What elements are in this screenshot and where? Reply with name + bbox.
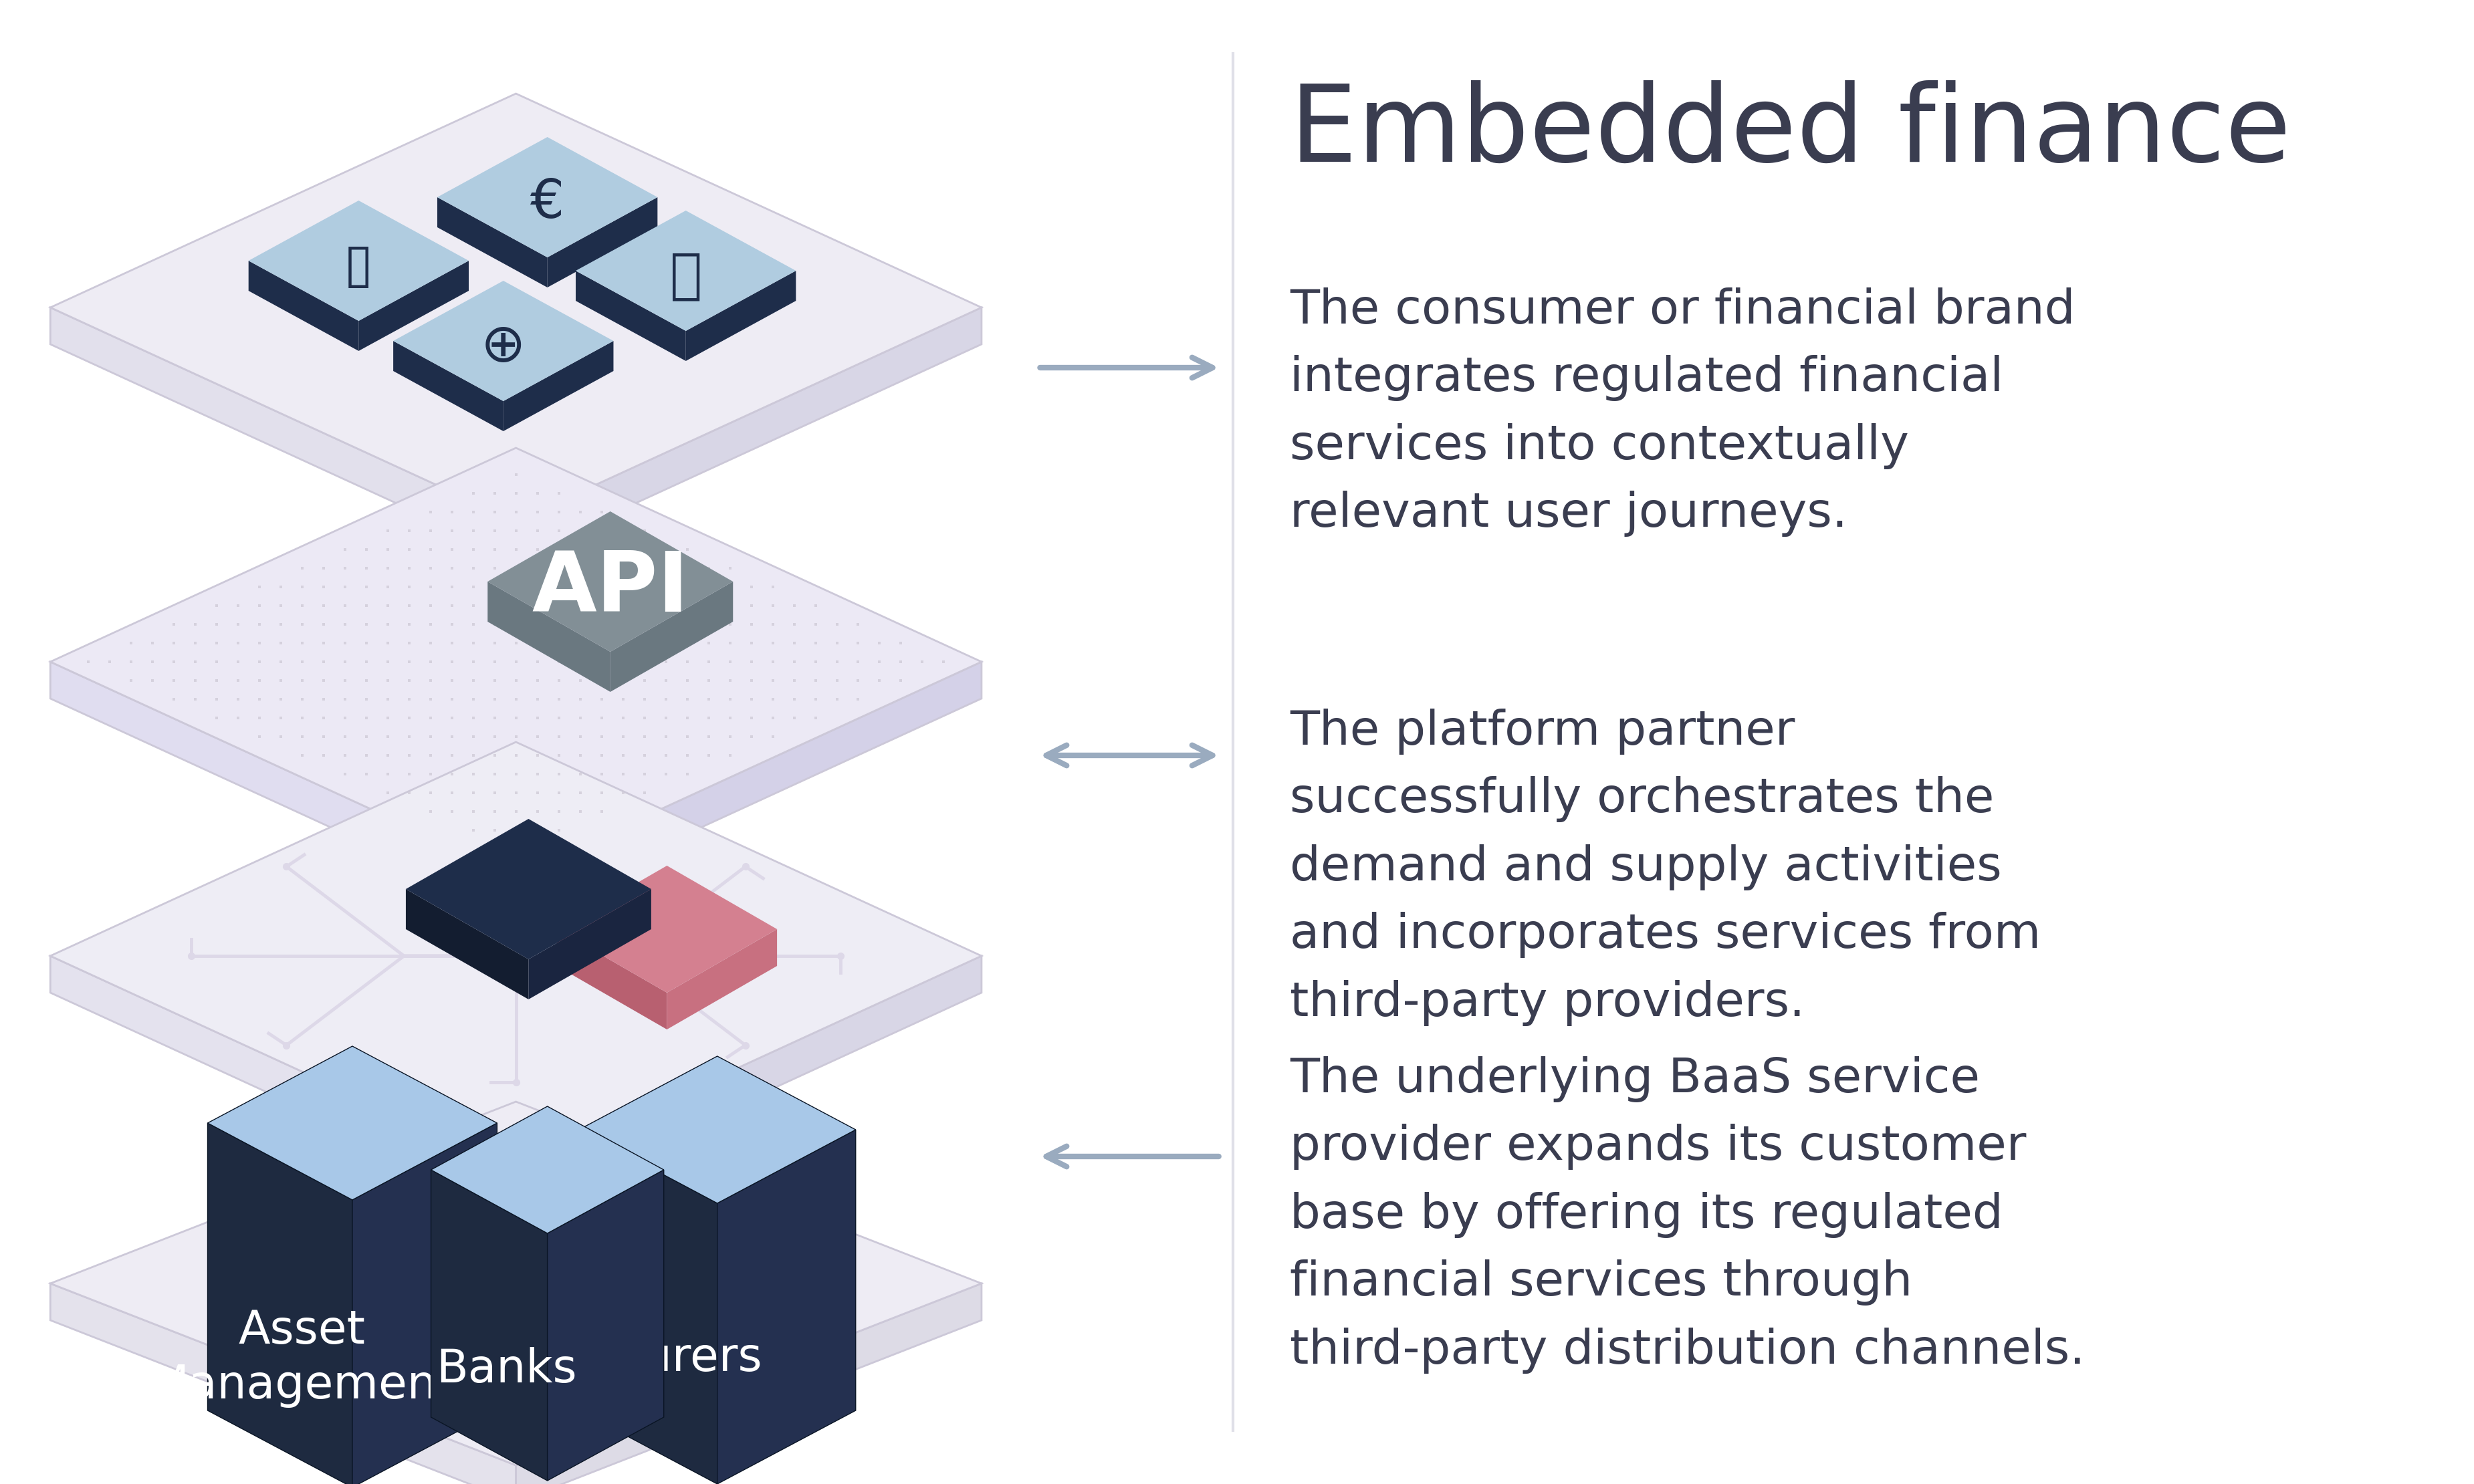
Polygon shape	[547, 1169, 663, 1481]
Polygon shape	[517, 1284, 982, 1484]
Polygon shape	[49, 307, 517, 558]
Text: The underlying BaaS service
provider expands its customer
base by offering its r: The underlying BaaS service provider exp…	[1289, 1057, 2086, 1373]
Text: 🔒: 🔒	[670, 251, 703, 303]
Polygon shape	[208, 1123, 351, 1484]
Polygon shape	[49, 448, 982, 876]
Polygon shape	[717, 1129, 856, 1484]
Text: Asset
Management: Asset Management	[148, 1307, 455, 1408]
Polygon shape	[502, 341, 614, 432]
Polygon shape	[393, 341, 502, 432]
Text: Embedded finance: Embedded finance	[1289, 80, 2291, 184]
Polygon shape	[579, 1057, 856, 1204]
Text: The consumer or financial brand
integrates regulated financial
services into con: The consumer or financial brand integrat…	[1289, 288, 2076, 537]
Polygon shape	[685, 270, 797, 361]
Polygon shape	[438, 137, 658, 257]
Polygon shape	[351, 1123, 497, 1484]
Text: Insurers: Insurers	[576, 1336, 762, 1380]
Polygon shape	[406, 819, 651, 959]
Polygon shape	[359, 261, 468, 350]
Text: API: API	[532, 548, 688, 629]
Polygon shape	[406, 889, 529, 999]
Polygon shape	[393, 280, 614, 401]
Polygon shape	[576, 270, 685, 361]
Polygon shape	[557, 929, 668, 1030]
Polygon shape	[430, 1106, 663, 1233]
Text: ▯: ▯	[344, 240, 374, 292]
Polygon shape	[668, 929, 777, 1030]
Polygon shape	[517, 662, 982, 913]
Text: Banks: Banks	[435, 1347, 576, 1392]
Polygon shape	[430, 1169, 547, 1481]
Polygon shape	[576, 211, 797, 331]
Polygon shape	[49, 1101, 982, 1465]
Polygon shape	[547, 197, 658, 288]
Polygon shape	[517, 307, 982, 558]
Polygon shape	[557, 865, 777, 993]
Polygon shape	[49, 662, 517, 913]
Polygon shape	[49, 742, 982, 1169]
Text: The platform partner
successfully orchestrates the
demand and supply activities
: The platform partner successfully orches…	[1289, 708, 2041, 1025]
Polygon shape	[487, 512, 732, 651]
Polygon shape	[579, 1129, 717, 1484]
Polygon shape	[517, 956, 982, 1206]
Polygon shape	[611, 582, 732, 692]
Polygon shape	[529, 889, 651, 999]
Text: ⊕: ⊕	[480, 321, 527, 372]
Polygon shape	[208, 1046, 497, 1201]
Polygon shape	[247, 261, 359, 350]
Polygon shape	[438, 197, 547, 288]
Polygon shape	[49, 956, 517, 1206]
Polygon shape	[487, 582, 611, 692]
Polygon shape	[247, 200, 468, 321]
Polygon shape	[49, 1284, 517, 1484]
Text: €: €	[529, 177, 564, 230]
Polygon shape	[49, 93, 982, 521]
